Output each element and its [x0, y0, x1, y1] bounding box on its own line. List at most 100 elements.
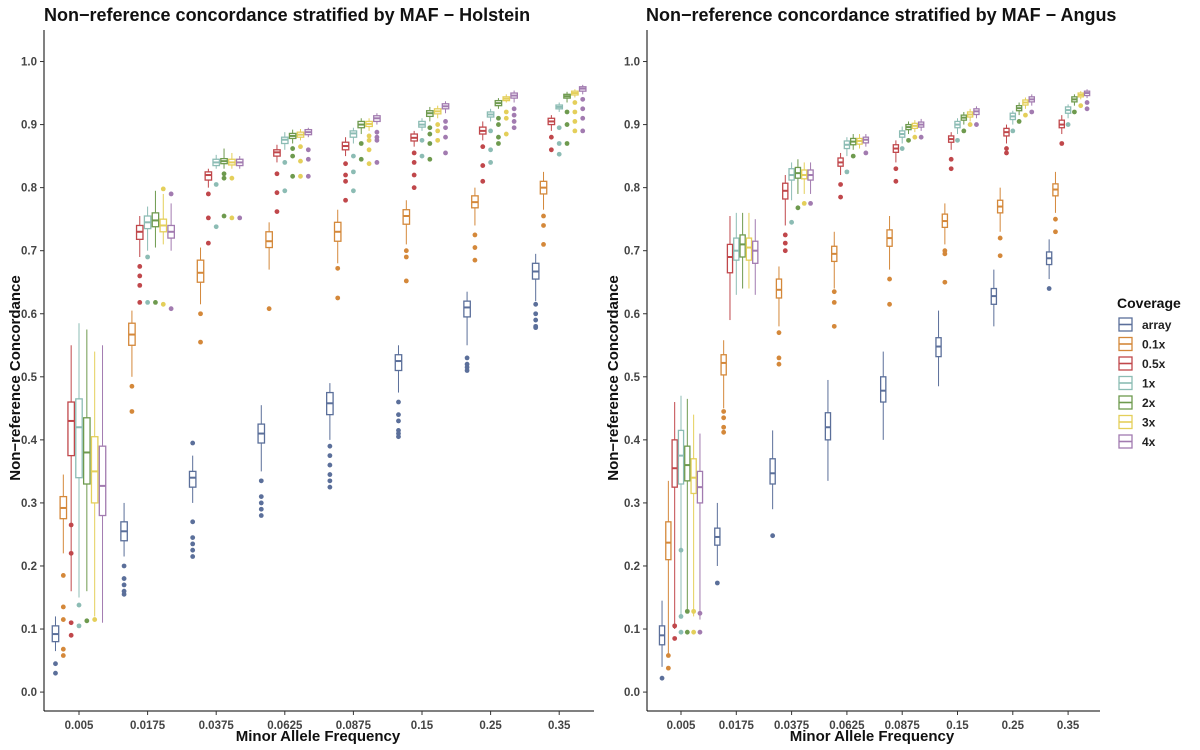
outlier-point [68, 632, 74, 638]
legend-item-2x: 2x [1118, 395, 1156, 410]
outlier-point [572, 109, 578, 115]
outlier-point [221, 175, 227, 181]
outlier-point [298, 158, 303, 164]
box-1x-0.0375 [788, 162, 795, 225]
box-4x-0.005 [696, 433, 704, 635]
box-4x-0.25 [1028, 94, 1036, 115]
box-1x-0.15 [954, 118, 961, 143]
x-tick-label: 0.0375 [774, 720, 810, 732]
outlier-point [121, 576, 127, 581]
outlier-point [678, 547, 684, 553]
box-2x-0.0175 [739, 212, 746, 289]
box-2x-0.15 [425, 106, 434, 162]
outlier-point [221, 171, 227, 177]
outlier-point [274, 171, 280, 177]
box-4x-0.0875 [917, 118, 925, 140]
outlier-point [684, 608, 690, 614]
y-tick-label: 0.7 [21, 246, 37, 258]
outlier-point [374, 160, 380, 165]
outlier-point [343, 161, 348, 167]
outlier-point [60, 617, 66, 622]
outlier-point [659, 675, 665, 681]
box-3x-0.0175 [159, 186, 168, 307]
outlier-point [443, 119, 448, 124]
outlier-point [961, 128, 967, 134]
x-tick-label: 0.25 [479, 720, 502, 732]
chart-title-angus: Non−reference concordance stratified by … [646, 5, 1116, 25]
box-0.1x-0.0375 [196, 247, 205, 345]
x-tick-label: 0.005 [65, 720, 94, 732]
outlier-point [906, 137, 911, 143]
outlier-point [168, 306, 174, 312]
y-tick-label: 0.5 [624, 372, 641, 384]
outlier-point [782, 232, 788, 238]
outlier-point [511, 106, 517, 112]
outlier-point [229, 215, 235, 221]
y-tick-label: 0.5 [21, 372, 38, 384]
outlier-point [1084, 106, 1090, 112]
outlier-point [808, 201, 813, 206]
box-0.5x-0.25 [1003, 124, 1010, 156]
outlier-point [290, 153, 296, 159]
box-4x-0.005 [98, 345, 107, 623]
outlier-point [443, 125, 448, 131]
box-iqr [684, 445, 691, 482]
outlier-point [580, 106, 586, 112]
outlier-point [721, 409, 727, 414]
box-4x-0.0375 [235, 156, 244, 221]
outlier-point [160, 301, 166, 307]
legend-label: 4x [1142, 435, 1156, 449]
box-2x-0.25 [494, 98, 503, 146]
outlier-point [60, 646, 66, 652]
box-2x-0.25 [1015, 102, 1023, 124]
box-3x-0.005 [690, 414, 697, 635]
box-4x-0.0175 [167, 191, 175, 312]
box-0.5x-0.0875 [892, 140, 900, 184]
outlier-point [997, 235, 1003, 241]
box-0.5x-0.15 [947, 132, 955, 172]
outlier-point [548, 134, 554, 140]
box-0.5x-0.005 [67, 345, 76, 638]
box-array-0.0375 [188, 440, 197, 559]
outlier-point [912, 134, 918, 140]
box-array-0.005 [658, 600, 666, 681]
outlier-point [190, 547, 196, 553]
box-4x-0.0625 [304, 127, 313, 179]
outlier-point [403, 248, 409, 254]
outlier-point [488, 160, 493, 165]
box-4x-0.15 [973, 106, 980, 127]
box-3x-0.25 [502, 94, 511, 137]
outlier-point [863, 150, 869, 156]
box-3x-0.005 [90, 351, 99, 622]
y-tick-label: 0.8 [624, 183, 641, 195]
box-4x-0.0175 [752, 219, 759, 295]
outlier-point [838, 182, 843, 187]
outlier-point [472, 245, 478, 250]
outlier-point [580, 96, 586, 102]
outlier-point [76, 623, 82, 629]
box-iqr [752, 240, 759, 264]
y-tick-label: 0.0 [21, 687, 37, 699]
y-axis-title-angus: Non−reference Concordance [605, 275, 622, 480]
outlier-point [1053, 216, 1058, 222]
outlier-point [403, 254, 409, 260]
box-0.1x-0.005 [59, 474, 68, 658]
box-1x-0.0875 [349, 127, 358, 194]
outlier-point [697, 629, 703, 635]
box-2x-0.0175 [151, 190, 160, 305]
box-2x-0.005 [684, 398, 691, 635]
y-tick-label: 0.2 [624, 561, 640, 573]
outlier-point [1078, 103, 1084, 109]
outlier-point [374, 137, 380, 143]
outlier-point [1016, 119, 1022, 124]
outlier-point [691, 629, 697, 635]
box-1x-0.0175 [143, 206, 152, 305]
y-tick-label: 0.3 [624, 498, 640, 510]
box-array-0.0175 [714, 502, 721, 586]
outlier-point [541, 223, 546, 228]
outlier-point [948, 166, 954, 172]
y-tick-label: 0.8 [21, 183, 38, 195]
box-array-0.0875 [326, 383, 334, 490]
y-tick-label: 0.4 [21, 435, 38, 447]
